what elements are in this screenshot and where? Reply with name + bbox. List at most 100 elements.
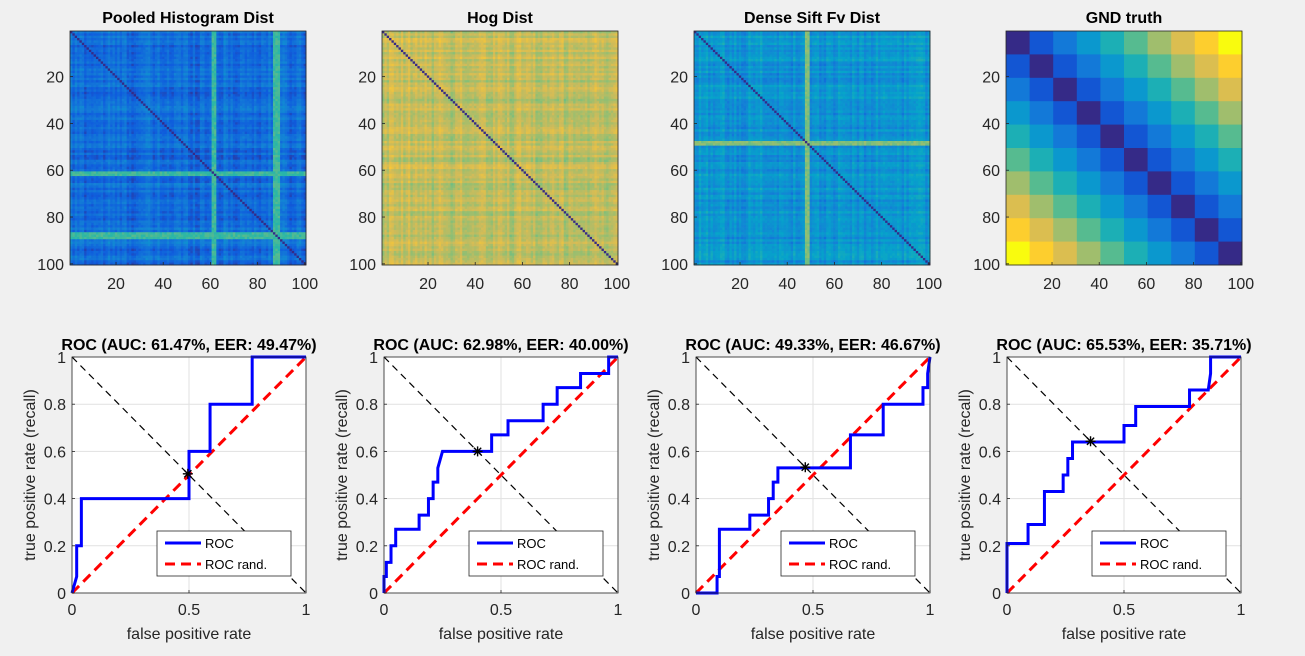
heatmap-cell bbox=[110, 70, 113, 74]
heatmap-cell bbox=[195, 129, 198, 132]
heatmap-cell bbox=[211, 84, 215, 88]
heatmap-cell bbox=[249, 108, 253, 111]
heatmap-cell bbox=[121, 136, 125, 139]
heatmap-cell bbox=[235, 70, 238, 74]
heatmap-cell bbox=[136, 52, 139, 55]
heatmap-cell bbox=[133, 47, 137, 51]
heatmap-cell bbox=[301, 115, 304, 118]
heatmap-cell bbox=[88, 140, 92, 144]
heatmap-cell bbox=[202, 73, 205, 76]
heatmap-cell bbox=[176, 140, 179, 144]
heatmap-cell bbox=[154, 52, 158, 55]
heatmap-cell bbox=[256, 61, 260, 65]
heatmap-cell bbox=[277, 101, 281, 104]
heatmap-cell bbox=[159, 117, 163, 121]
heatmap-cell bbox=[221, 82, 224, 86]
heatmap-cell bbox=[173, 145, 177, 149]
heatmap-cell bbox=[228, 143, 231, 147]
heatmap-cell bbox=[91, 77, 94, 81]
heatmap-cell bbox=[244, 66, 248, 69]
heatmap-cell bbox=[291, 49, 295, 53]
heatmap-cell bbox=[195, 140, 198, 144]
heatmap-cell bbox=[254, 136, 257, 139]
heatmap-cell bbox=[166, 70, 170, 74]
heatmap-cell bbox=[232, 124, 236, 128]
heatmap-cell bbox=[195, 54, 198, 58]
heatmap-cell bbox=[81, 96, 85, 100]
heatmap-cell bbox=[154, 140, 158, 144]
heatmap-cell bbox=[294, 119, 297, 123]
heatmap-cell bbox=[77, 96, 80, 100]
heatmap-cell bbox=[277, 138, 281, 142]
heatmap-cell bbox=[107, 40, 111, 44]
heatmap-cell bbox=[258, 96, 262, 100]
heatmap-cell bbox=[147, 38, 151, 41]
heatmap-cell bbox=[287, 35, 290, 39]
heatmap-cell bbox=[166, 94, 170, 97]
heatmap-cell bbox=[291, 112, 295, 116]
heatmap-cell bbox=[178, 122, 182, 125]
heatmap-cell bbox=[265, 82, 269, 86]
heatmap-cell bbox=[235, 89, 238, 93]
heatmap-cell bbox=[147, 33, 151, 37]
heatmap-cell bbox=[79, 96, 83, 100]
heatmap-cell bbox=[154, 42, 158, 46]
heatmap-cell bbox=[225, 59, 229, 62]
heatmap-cell bbox=[152, 33, 156, 37]
heatmap-cell bbox=[296, 87, 300, 90]
heatmap-cell bbox=[190, 68, 194, 72]
heatmap-cell bbox=[72, 59, 76, 62]
heatmap-cell bbox=[287, 75, 290, 79]
heatmap-cell bbox=[154, 47, 158, 51]
heatmap-cell bbox=[221, 66, 224, 69]
heatmap-cell bbox=[284, 70, 288, 74]
heatmap-cell bbox=[275, 122, 279, 125]
heatmap-cell bbox=[171, 82, 175, 86]
heatmap-cell bbox=[249, 59, 253, 62]
heatmap-cell bbox=[95, 140, 99, 144]
heatmap-cell bbox=[164, 98, 168, 102]
heatmap-cell bbox=[103, 77, 106, 81]
heatmap-cell bbox=[275, 84, 279, 88]
heatmap-cell bbox=[213, 47, 217, 51]
heatmap-cell bbox=[95, 47, 99, 51]
heatmap-cell bbox=[268, 80, 271, 83]
heatmap-cell bbox=[301, 63, 304, 67]
heatmap-cell bbox=[74, 91, 78, 95]
heatmap-cell bbox=[235, 108, 238, 111]
heatmap-cell bbox=[261, 70, 264, 74]
heatmap-cell bbox=[72, 115, 76, 118]
heatmap-cell bbox=[124, 38, 127, 41]
heatmap-cell bbox=[296, 145, 300, 149]
heatmap-cell bbox=[275, 35, 279, 39]
heatmap-cell bbox=[91, 40, 94, 44]
heatmap-cell bbox=[213, 101, 217, 104]
heatmap-cell bbox=[121, 33, 125, 37]
heatmap-cell bbox=[249, 56, 253, 60]
heatmap-cell bbox=[162, 89, 165, 93]
heatmap-cell bbox=[270, 75, 274, 79]
heatmap-cell bbox=[235, 47, 238, 51]
heatmap-cell bbox=[242, 87, 245, 90]
heatmap-cell bbox=[206, 45, 210, 48]
heatmap-cell bbox=[228, 42, 231, 46]
heatmap-cell bbox=[81, 108, 85, 111]
heatmap-cell bbox=[237, 47, 241, 51]
heatmap-cell bbox=[270, 131, 274, 135]
heatmap-cell bbox=[119, 54, 123, 58]
heatmap-cell bbox=[176, 115, 179, 118]
heatmap-cell bbox=[272, 84, 276, 88]
heatmap-cell bbox=[270, 49, 274, 53]
heatmap-cell bbox=[213, 38, 217, 41]
heatmap-cell bbox=[150, 117, 153, 121]
heatmap-cell bbox=[247, 35, 250, 39]
heatmap-cell bbox=[218, 56, 222, 60]
heatmap-cell bbox=[72, 145, 76, 149]
heatmap-cell bbox=[119, 68, 123, 72]
heatmap-cell bbox=[206, 105, 210, 109]
heatmap-cell bbox=[74, 87, 78, 90]
heatmap-cell bbox=[188, 94, 191, 97]
heatmap-cell bbox=[254, 61, 257, 65]
heatmap-cell bbox=[209, 61, 212, 65]
heatmap-cell bbox=[213, 77, 217, 81]
